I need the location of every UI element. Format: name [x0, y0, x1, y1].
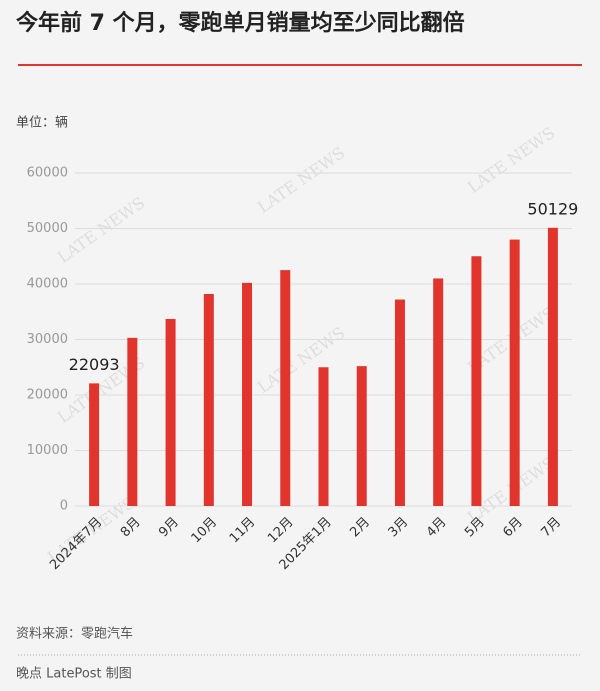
data-label: 22093 — [69, 355, 120, 374]
x-tick-label: 11月 — [227, 515, 258, 546]
watermark: LATE NEWS — [464, 123, 558, 197]
x-tick-label: 6月 — [500, 515, 526, 541]
bar — [394, 299, 405, 506]
bar — [356, 366, 367, 506]
bar — [127, 337, 138, 506]
chart-title: 今年前 7 个月，零跑单月销量均至少同比翻倍 — [16, 10, 465, 36]
y-tick-label: 10000 — [27, 443, 68, 458]
watermark: LATE NEWS — [254, 323, 348, 397]
watermark: LATE NEWS — [54, 193, 148, 267]
y-tick-label: 50000 — [27, 221, 68, 236]
x-tick-label: 12月 — [265, 515, 296, 546]
bar — [89, 383, 100, 506]
source: 资料来源：零跑汽车 — [16, 626, 133, 642]
y-tick-label: 30000 — [27, 332, 68, 347]
data-label: 50129 — [527, 199, 578, 218]
bar — [471, 256, 482, 506]
bar — [242, 282, 253, 506]
unit-label: 单位：辆 — [16, 116, 68, 131]
x-tick-label: 2月 — [347, 515, 373, 541]
y-tick-label: 60000 — [27, 166, 68, 181]
bar — [547, 227, 558, 506]
y-tick-label: 20000 — [27, 388, 68, 403]
bar — [203, 293, 214, 506]
y-tick-label: 40000 — [27, 277, 68, 292]
credit: 晚点 LatePost 制图 — [16, 667, 132, 682]
x-tick-label: 9月 — [156, 515, 182, 541]
bar — [280, 270, 291, 506]
bar — [318, 367, 329, 506]
x-tick-label: 4月 — [424, 515, 450, 541]
y-tick-label: 0 — [60, 499, 68, 514]
x-tick-label: 7月 — [539, 515, 565, 541]
x-tick-label: 10月 — [189, 515, 220, 546]
x-tick-label: 3月 — [386, 515, 412, 541]
bar — [433, 278, 444, 506]
watermark: LATE NEWS — [254, 143, 348, 217]
bar — [509, 239, 520, 506]
bar — [165, 318, 176, 506]
